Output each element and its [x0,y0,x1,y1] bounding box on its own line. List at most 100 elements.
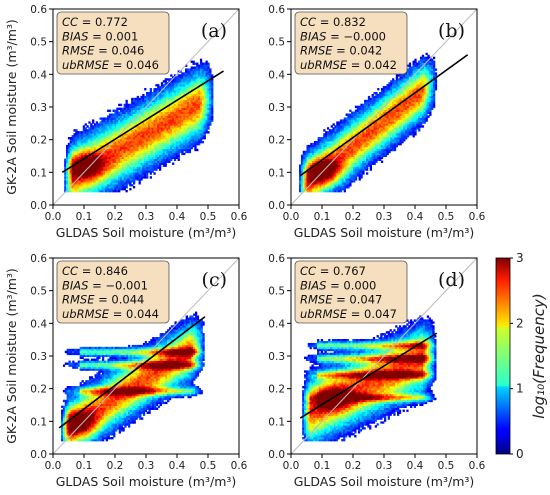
y-tick-label: 0.1 [268,167,285,179]
y-tick-label: 0.3 [30,102,47,114]
stat-bias: BIAS = −0.001 [62,278,148,292]
x-axis-label: GLDAS Soil moisture (m³/m³) [294,225,475,240]
density-heatmap [302,315,437,442]
colorbar-tick-label: 3 [516,251,524,265]
stat-cc: CC = 0.846 [62,264,128,278]
x-tick-label: 0.4 [169,460,186,472]
stat-rmse: RMSE = 0.046 [62,44,144,58]
x-tick-label: 0.1 [314,460,331,472]
y-tick-label: 0.2 [268,135,285,147]
stat-cc: CC = 0.832 [300,15,366,29]
y-tick-label: 0.0 [268,449,285,461]
x-tick-label: 0.5 [438,460,455,472]
x-axis-label: GLDAS Soil moisture (m³/m³) [56,474,237,489]
x-tick-label: 0.6 [231,211,248,223]
regression-line [61,70,224,174]
y-tick-label: 0.5 [268,37,285,49]
y-tick-label: 0.6 [268,253,285,265]
y-tick-label: 0.4 [30,318,47,330]
regression-line [58,316,206,429]
x-tick-label: 0.0 [45,460,62,472]
y-tick-label: 0.4 [30,69,47,81]
y-tick-label: 0.5 [30,37,47,49]
stat-cc: CC = 0.767 [300,264,366,278]
y-tick-label: 0.2 [30,135,47,147]
x-tick-label: 0.2 [107,211,124,223]
x-tick-label: 0.5 [438,211,455,223]
x-tick-label: 0.6 [231,460,248,472]
y-tick-label: 0.0 [30,449,47,461]
y-tick-label: 0.6 [30,253,47,265]
y-axis-label: GK-2A Soil moisture (m³/m³) [4,268,19,444]
y-tick-label: 0.1 [268,416,285,428]
x-tick-label: 0.5 [200,460,217,472]
panel-label: (d) [438,269,465,291]
density-heatmap [64,58,214,193]
y-tick-label: 0.0 [268,200,285,212]
x-tick-label: 0.3 [138,460,155,472]
y-axis-label: GK-2A Soil moisture (m³/m³) [4,19,19,195]
regression-line [299,54,469,177]
colorbar-tick-label: 2 [516,316,524,330]
y-tick-label: 0.3 [268,351,285,363]
x-tick-label: 0.5 [200,211,217,223]
y-tick-label: 0.0 [30,200,47,212]
x-tick-label: 0.2 [345,460,362,472]
colorbar-tick-label: 0 [516,447,524,461]
panel-c: 0.0 0.1 0.2 0.3 0.4 0.5 0.6 0.0 0.1 0.2 0.3 0.4 0.5 0… [4,253,248,489]
colorbar-tick-label: 1 [516,382,524,396]
x-tick-label: 0.3 [138,211,155,223]
stat-ubrmse: ubRMSE = 0.044 [62,307,159,321]
colorbar-title: log₁₀(Frequency) [530,293,548,419]
x-tick-label: 0.0 [45,211,62,223]
regression-line [299,332,438,419]
x-tick-label: 0.4 [407,211,424,223]
y-tick-label: 0.1 [30,416,47,428]
y-tick-label: 0.4 [268,69,285,81]
panel-d: 0.0 0.1 0.2 0.3 0.4 0.5 0.6 0.0 0.1 0.2 0.3 0.4 0.5 0… [268,253,485,489]
x-tick-label: 0.2 [107,460,124,472]
stat-ubrmse: ubRMSE = 0.047 [300,307,397,321]
y-tick-label: 0.2 [30,384,47,396]
x-axis-label: GLDAS Soil moisture (m³/m³) [294,474,475,489]
x-tick-label: 0.0 [283,460,300,472]
y-tick-label: 0.2 [268,384,285,396]
x-tick-label: 0.2 [345,211,362,223]
y-tick-label: 0.5 [268,286,285,298]
y-tick-label: 0.4 [268,318,285,330]
panel-b: 0.0 0.1 0.2 0.3 0.4 0.5 0.6 0.0 0.1 0.2 0.3 0.4 0.5 0… [268,4,485,240]
panel-label: (a) [201,20,227,42]
stat-rmse: RMSE = 0.042 [300,44,382,58]
colorbar: 0 1 2 3 log₁₀(Frequency) [495,251,548,461]
one-to-one-line [290,8,478,206]
x-tick-label: 0.0 [283,211,300,223]
panel-label: (c) [202,269,227,291]
stat-rmse: RMSE = 0.047 [300,293,382,307]
stat-bias: BIAS = 0.000 [300,278,376,292]
x-tick-label: 0.1 [76,460,93,472]
x-tick-label: 0.4 [169,211,186,223]
x-tick-label: 0.1 [314,211,331,223]
stat-ubrmse: ubRMSE = 0.046 [62,58,159,72]
one-to-one-line [52,257,240,455]
y-tick-label: 0.3 [268,102,285,114]
one-to-one-line [52,8,240,206]
y-tick-label: 0.6 [30,4,47,16]
panel-a: 0.0 0.1 0.2 0.3 0.4 0.5 0.6 0.0 0.1 0.2 0.3 0.4 0.5 0… [4,4,248,240]
y-tick-label: 0.3 [30,351,47,363]
x-tick-label: 0.6 [469,211,486,223]
x-axis-label: GLDAS Soil moisture (m³/m³) [56,225,237,240]
panel-label: (b) [438,20,465,42]
stat-bias: BIAS = −0.000 [300,29,386,43]
density-heatmap [61,311,205,442]
stat-ubrmse: ubRMSE = 0.042 [300,58,397,72]
stat-bias: BIAS = 0.001 [62,29,138,43]
x-tick-label: 0.3 [376,211,393,223]
stat-cc: CC = 0.772 [62,15,128,29]
y-tick-label: 0.1 [30,167,47,179]
